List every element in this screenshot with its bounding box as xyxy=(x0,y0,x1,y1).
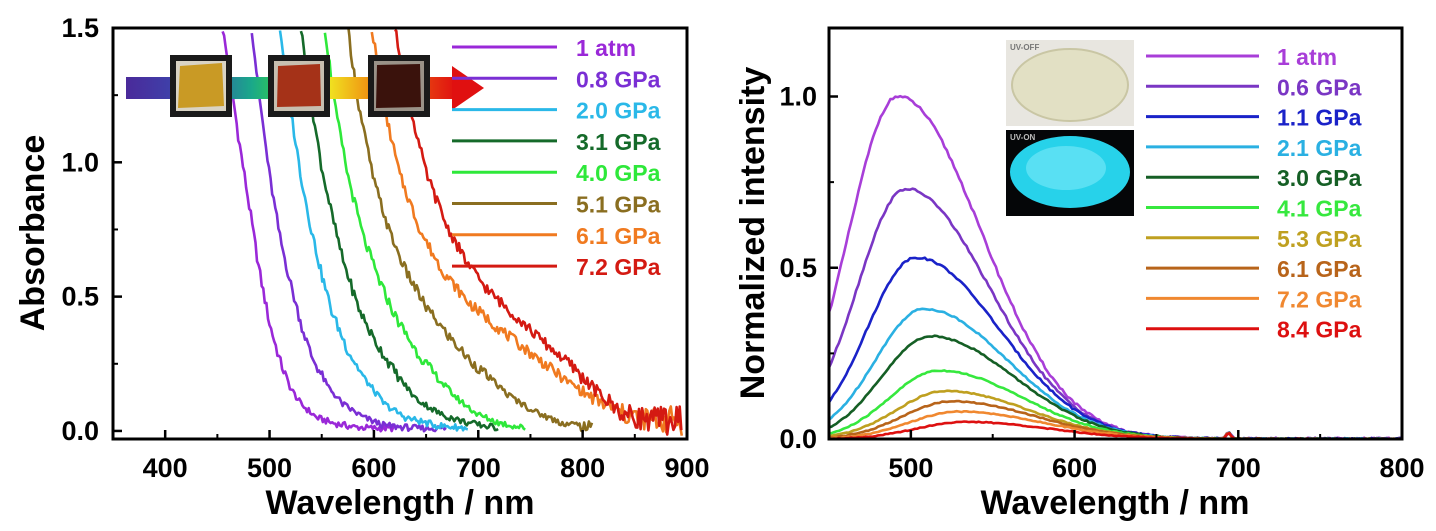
photoluminescence-legend-label: 5.3 GPa xyxy=(1277,226,1362,252)
photoluminescence-legend-label: 1.1 GPa xyxy=(1277,105,1362,131)
absorbance-chart: 400 500 600 700 800 900 0.0 0.5 1.0 1.5 Wavelengt… xyxy=(14,13,710,522)
absorbance-legend-label: 2.0 GPa xyxy=(576,98,661,124)
absorbance-series-line xyxy=(370,31,684,436)
absorbance-x-tick-label: 900 xyxy=(664,453,709,483)
photoluminescence-plot-frame xyxy=(827,26,1404,441)
absorbance-legend-label: 1 atm xyxy=(576,35,636,61)
absorbance-legend-label: 7.2 GPa xyxy=(576,254,661,280)
photoluminescence-y-tick-label: 1.0 xyxy=(779,82,817,112)
photoluminescence-x-tick-label: 800 xyxy=(1379,453,1424,483)
absorbance-series-line xyxy=(221,30,396,433)
absorbance-x-tick-label: 600 xyxy=(351,453,396,483)
photoluminescence-series-line xyxy=(829,409,1402,439)
photoluminescence-y-axis-label: Normalized intensity xyxy=(734,67,772,400)
photoluminescence-x-axis-label: Wavelength / nm xyxy=(981,484,1250,522)
absorbance-x-tick-label: 800 xyxy=(560,453,605,483)
absorbance-x-tick-label: 400 xyxy=(143,453,188,483)
absorbance-y-tick-label: 1.5 xyxy=(61,13,99,43)
uv-on-label: UV-ON xyxy=(1010,133,1036,142)
absorbance-series-line xyxy=(299,30,499,432)
absorbance-series-line xyxy=(393,28,683,436)
absorbance-y-axis-label: Absorbance xyxy=(14,135,52,332)
absorbance-ticks xyxy=(112,26,689,439)
absorbance-legend-label: 6.1 GPa xyxy=(576,223,661,249)
absorbance-tick-labels: 400 500 600 700 800 900 0.0 0.5 1.0 1.5 xyxy=(61,13,709,483)
photoluminescence-legend-label: 3.0 GPa xyxy=(1277,165,1362,191)
photoluminescence-x-tick-label: 500 xyxy=(888,453,933,483)
photoluminescence-legend-label: 6.1 GPa xyxy=(1277,256,1362,282)
photoluminescence-series-line xyxy=(829,334,1402,439)
photoluminescence-legend-label: 2.1 GPa xyxy=(1277,135,1362,161)
photoluminescence-y-tick-label: 0.5 xyxy=(779,253,817,283)
photoluminescence-x-tick-label: 700 xyxy=(1216,453,1261,483)
pressure-arrow-head xyxy=(452,66,484,110)
absorbance-x-tick-label: 500 xyxy=(247,453,292,483)
absorbance-y-tick-label: 1.0 xyxy=(61,147,99,177)
absorbance-legend-label: 5.1 GPa xyxy=(576,192,661,218)
absorbance-x-axis-label: Wavelength / nm xyxy=(266,484,535,522)
photoluminescence-legend-label: 4.1 GPa xyxy=(1277,196,1362,222)
photoluminescence-series-line xyxy=(829,256,1402,439)
absorbance-series-line xyxy=(347,28,594,433)
photoluminescence-legend: 1 atm 0.6 GPa 1.1 GPa 2.1 GPa 3.0 GPa 4.1 GPa… xyxy=(1146,44,1362,343)
absorbance-legend: 1 atm 0.8 GPa 2.0 GPa 3.1 GPa 4.0 GPa 5.1 GPa… xyxy=(452,35,661,280)
sample-photo-2 xyxy=(268,55,330,117)
uv-off-photo: UV-OFF xyxy=(1006,40,1134,126)
absorbance-legend-label: 4.0 GPa xyxy=(576,160,661,186)
absorbance-y-tick-label: 0.0 xyxy=(61,416,99,446)
absorbance-series-line xyxy=(278,30,469,432)
photoluminescence-legend-label: 8.4 GPa xyxy=(1277,317,1362,343)
photoluminescence-legend-label: 0.6 GPa xyxy=(1277,74,1362,100)
absorbance-plot-frame xyxy=(111,26,689,441)
photoluminescence-y-tick-label: 0.0 xyxy=(779,424,817,454)
absorbance-series-line xyxy=(250,32,447,433)
photoluminescence-legend-label: 7.2 GPa xyxy=(1277,286,1362,312)
photoluminescence-ticks xyxy=(829,95,1404,441)
photoluminescence-chart: 500 600 700 800 0.0 0.5 1.0 Wavelength / nm No… xyxy=(734,26,1425,522)
absorbance-series-line xyxy=(323,32,526,431)
absorbance-y-tick-label: 0.5 xyxy=(61,282,99,312)
absorbance-x-tick-label: 700 xyxy=(456,453,501,483)
sample-photo-1 xyxy=(170,55,232,117)
photoluminescence-legend-label: 1 atm xyxy=(1277,44,1337,70)
photoluminescence-x-tick-label: 600 xyxy=(1052,453,1097,483)
absorbance-legend-label: 0.8 GPa xyxy=(576,66,661,92)
photoluminescence-tick-labels: 500 600 700 800 0.0 0.5 1.0 xyxy=(779,82,1424,484)
uv-on-photo: UV-ON xyxy=(1006,130,1134,216)
absorbance-legend-label: 3.1 GPa xyxy=(576,129,661,155)
pressure-arrow-inset xyxy=(126,55,484,117)
sample-photo-3 xyxy=(368,55,430,117)
absorbance-curves xyxy=(221,28,684,436)
uv-off-label: UV-OFF xyxy=(1010,43,1039,52)
